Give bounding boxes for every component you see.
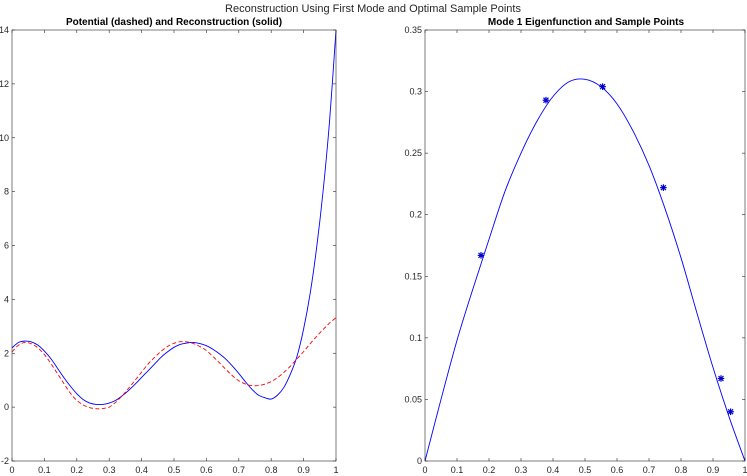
left-plot-ytick-label: 4: [4, 294, 9, 304]
left-plot-ytick-label: 6: [4, 241, 9, 251]
left-plot-potential-line: [11, 317, 337, 410]
right-plot-ticks: 0 0.1 0.2 0.3 0.4 0.5 0.6 0.7 0.8 0.9 1 0 0.05 0.1 0.1…: [404, 25, 747, 475]
right-plot-xtick-label: 0.1: [451, 465, 464, 475]
right-plot-xtick-label: 0.7: [643, 465, 656, 475]
right-plot: Mode 1 Eigenfunction and Sample Points 0…: [404, 17, 747, 475]
left-plot-xtick-label: 0.3: [103, 465, 116, 475]
left-plot: Potential (dashed) and Reconstruction (s…: [0, 17, 339, 475]
left-plot-ytick-label: -2: [1, 456, 9, 466]
left-plot-xtick-label: 0.1: [38, 465, 51, 475]
right-plot-xtick-label: 0.3: [515, 465, 528, 475]
sample-point-stroke: [727, 408, 734, 415]
sample-point-stroke: [599, 83, 606, 90]
right-plot-ytick-label: 0.15: [404, 271, 422, 281]
left-plot-title: Potential (dashed) and Reconstruction (s…: [66, 17, 282, 28]
right-plot-sample-point: [660, 184, 667, 191]
right-plot-ytick-label: 0.05: [404, 394, 422, 404]
sample-point-stroke: [543, 97, 549, 104]
left-plot-xtick-label: 1: [333, 465, 338, 475]
left-plot-ytick-label: 2: [4, 348, 9, 358]
sample-point-stroke: [478, 252, 484, 259]
left-plot-ticks: 0 0.1 0.2 0.3 0.4 0.5 0.6 0.7 0.8 0.9 1-2024681012…: [0, 25, 339, 475]
right-plot-xtick-label: 0.5: [579, 465, 592, 475]
left-plot-ytick-label: 12: [0, 79, 9, 89]
left-plot-xtick-label: 0: [9, 465, 14, 475]
left-plot-xtick-label: 0.9: [297, 465, 310, 475]
left-plot-ytick-label: 14: [0, 25, 9, 35]
left-plot-xtick-label: 0.8: [265, 465, 278, 475]
left-plot-xtick-label: 0.2: [71, 465, 84, 475]
right-plot-sample-point: [717, 375, 725, 382]
right-plot-xtick-label: 0.8: [675, 465, 688, 475]
right-plot-xtick-label: 0.9: [707, 465, 720, 475]
left-plot-ytick-label: 0: [4, 402, 9, 412]
right-plot-xtick-label: 0.4: [547, 465, 560, 475]
left-plot-reconstruction-line: [11, 29, 337, 406]
right-plot-ytick-label: 0.35: [404, 25, 422, 35]
right-plot-xtick-label: 0.6: [611, 465, 624, 475]
right-plot-xtick-label: 0: [422, 465, 427, 475]
left-plot-ytick-label: 8: [4, 187, 9, 197]
right-plot-sample-point: [477, 252, 485, 259]
right-plot-ytick-label: 0: [417, 456, 422, 466]
left-plot-xtick-label: 0.4: [135, 465, 148, 475]
left-plot-xtick-label: 0.5: [168, 465, 181, 475]
left-plot-lines: [11, 29, 337, 410]
right-plot-sample-point: [599, 83, 606, 90]
left-plot-xtick-label: 0.7: [233, 465, 246, 475]
sample-point-stroke: [718, 375, 724, 382]
right-plot-title: Mode 1 Eigenfunction and Sample Points: [488, 17, 685, 28]
right-plot-ytick-label: 0.1: [409, 333, 422, 343]
right-plot-sample-point: [542, 96, 550, 104]
figure-title: Reconstruction Using First Mode and Opti…: [225, 3, 521, 15]
right-plot-ytick-label: 0.3: [409, 87, 422, 97]
left-plot-xtick-label: 0.6: [200, 465, 213, 475]
left-plot-axes-box: [11, 29, 337, 462]
right-plot-eigenfunction-line: [424, 78, 746, 462]
right-plot-axes-box: [424, 29, 746, 462]
right-plot-ytick-label: 0.25: [404, 148, 422, 158]
right-plot-xtick-label: 0.2: [483, 465, 496, 475]
right-plot-ytick-label: 0.2: [409, 210, 422, 220]
right-plot-lines: [424, 78, 746, 462]
right-plot-xtick-label: 1: [742, 465, 747, 475]
right-plot-sample-point: [727, 408, 734, 416]
left-plot-ytick-label: 10: [0, 133, 9, 143]
sample-point-stroke: [660, 184, 667, 191]
